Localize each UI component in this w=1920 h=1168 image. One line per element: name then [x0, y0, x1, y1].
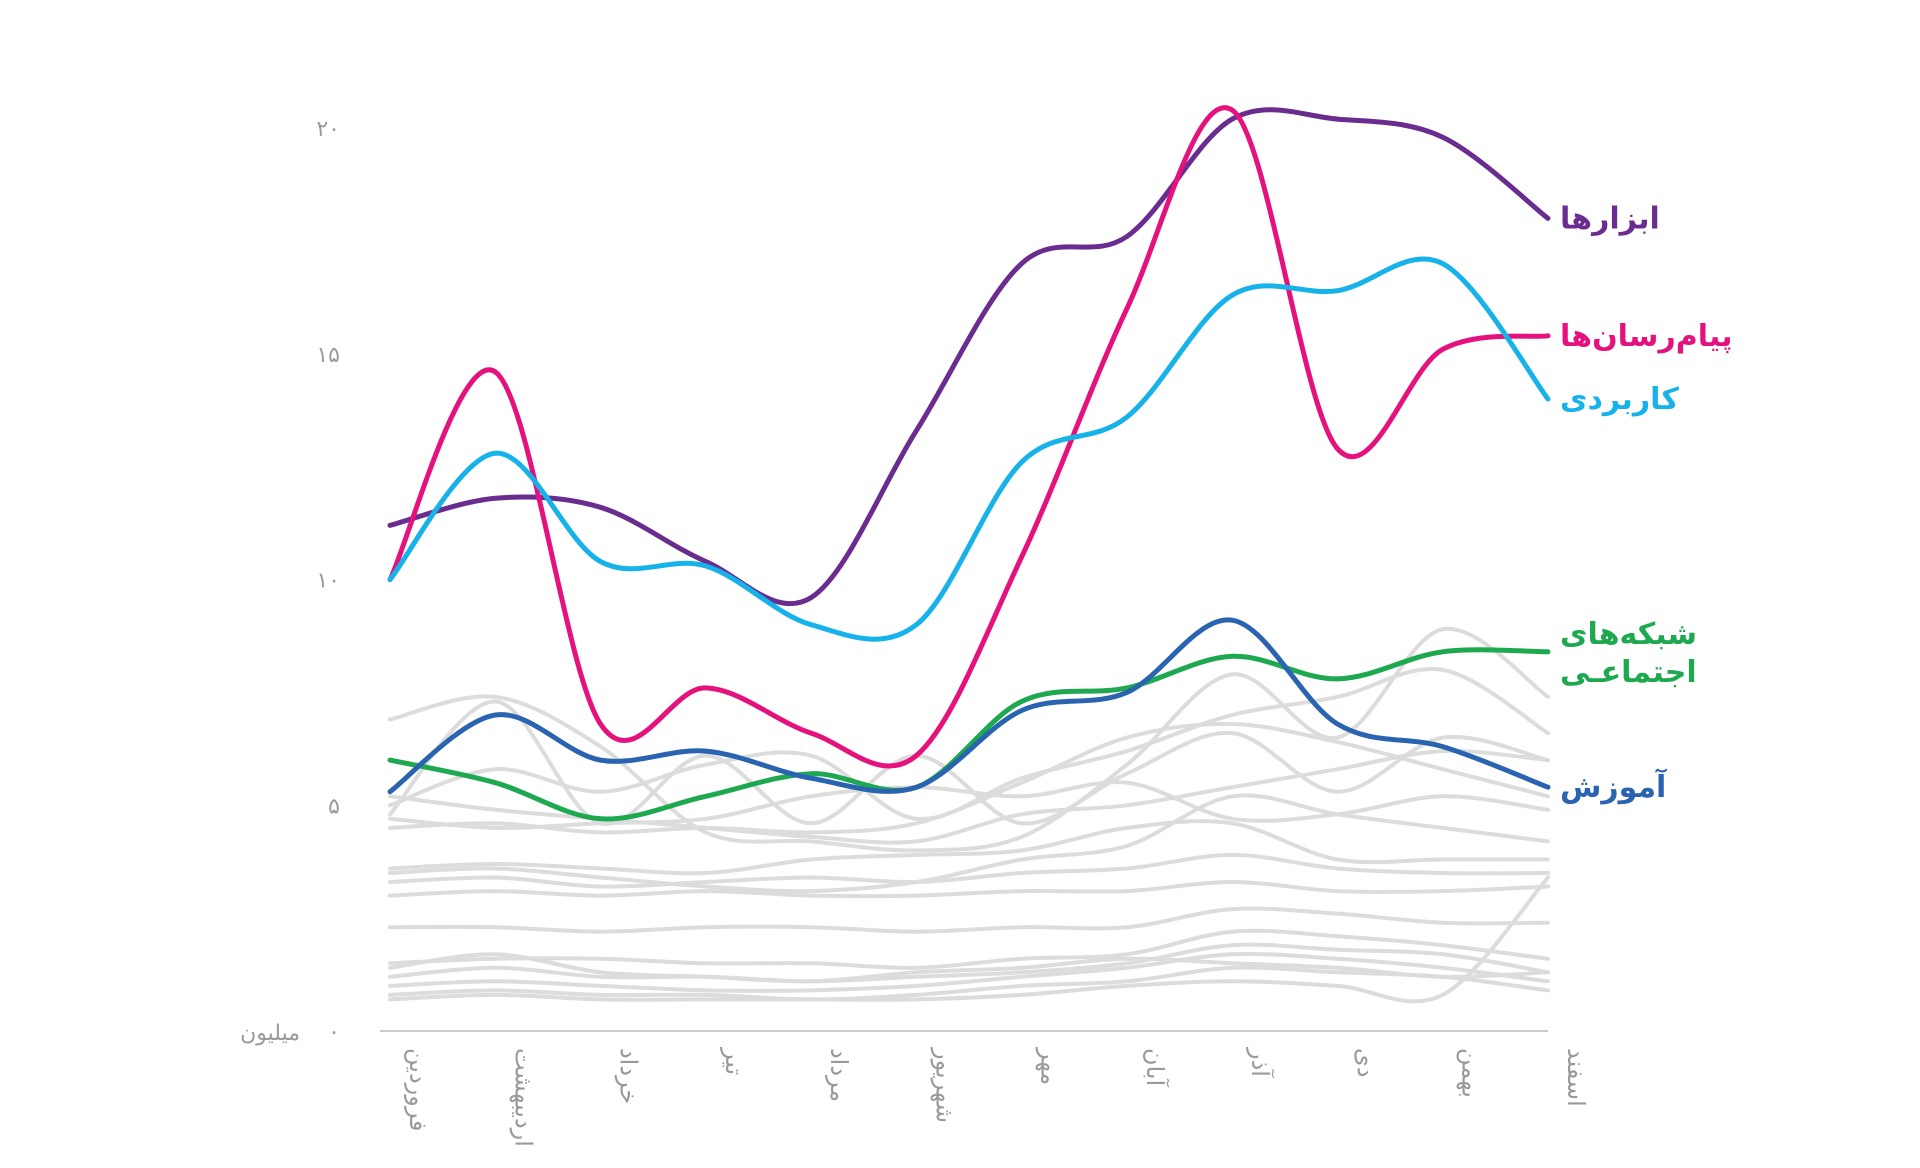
x-tick-label: فروردین	[404, 1048, 432, 1132]
y-axis-tick-labels: ۰ ۵ ۱۰ ۱۵ ۲۰	[316, 117, 340, 1045]
series-label-1: ابزارها	[1560, 201, 1660, 236]
x-tick-label: تیر	[720, 1047, 748, 1075]
series-labels-group: ابزارها پیام‌رسان‌ها کاربردی شبکه‌های اجتماع…	[1560, 201, 1732, 805]
background-series-line-10	[388, 879, 1550, 899]
series-label-4: شبکه‌های اجتماعـی	[1560, 617, 1697, 690]
background-series-line-13	[388, 942, 1550, 984]
x-tick-label: خرداد	[615, 1048, 643, 1104]
background-series-line-12	[388, 928, 1550, 970]
x-tick-label: بهمن	[1457, 1048, 1485, 1098]
x-tick-label: اسفند	[1562, 1048, 1590, 1107]
background-series-line-11	[388, 906, 1550, 934]
x-tick-label: شهریور	[930, 1047, 958, 1123]
series-label-line: کاربردی	[1560, 382, 1679, 417]
series-label-line: شبکه‌های	[1560, 617, 1697, 652]
series-label-line: ابزارها	[1560, 201, 1660, 236]
y-tick-label: ۱۵	[316, 343, 340, 368]
background-series-line-6	[388, 780, 1550, 830]
y-tick-label: ۰	[328, 1020, 340, 1045]
background-series-line-1	[388, 626, 1550, 853]
x-tick-label: مرداد	[825, 1048, 853, 1102]
series-label-line: آموزش	[1560, 768, 1667, 805]
series-line-5	[387, 617, 1551, 795]
y-tick-label: ۱۰	[316, 569, 340, 594]
background-series-line-15	[388, 965, 1550, 1002]
x-tick-label: اردیبهشت	[509, 1048, 537, 1147]
y-tick-label: ۲۰	[316, 117, 340, 142]
background-series-line-16	[388, 875, 1550, 1004]
series-line-2	[387, 105, 1551, 769]
series-label-3: کاربردی	[1560, 382, 1679, 417]
background-series-line-5	[388, 721, 1550, 835]
series-line-4	[387, 647, 1551, 822]
x-tick-label: آذر	[1246, 1047, 1275, 1078]
y-tick-label: ۵	[328, 794, 340, 819]
x-axis-tick-labels: فروردین اردیبهشت خرداد تیر مرداد شهریور مهر آبا…	[404, 1047, 1590, 1147]
x-tick-label: دی	[1351, 1048, 1379, 1077]
background-series-group	[388, 626, 1550, 1004]
series-label-5: آموزش	[1560, 768, 1667, 805]
background-series-line-8	[388, 852, 1550, 889]
x-tick-label: مهر	[1036, 1047, 1064, 1085]
series-label-2: پیام‌رسان‌ها	[1560, 319, 1732, 354]
series-label-line: اجتماعـی	[1560, 655, 1697, 690]
background-series-line-9	[388, 793, 1550, 894]
background-series-line-17	[388, 952, 1550, 984]
series-line-3	[387, 256, 1551, 642]
background-series-line-2	[388, 699, 1550, 826]
x-tick-label: آبان	[1141, 1048, 1170, 1088]
y-axis-unit-label: میلیون	[240, 1021, 300, 1046]
background-series-line-7	[388, 819, 1550, 876]
series-line-1	[387, 107, 1551, 607]
series-label-line: پیام‌رسان‌ها	[1560, 319, 1732, 354]
highlighted-series-group	[387, 105, 1551, 822]
background-series-line-14	[388, 951, 1550, 993]
